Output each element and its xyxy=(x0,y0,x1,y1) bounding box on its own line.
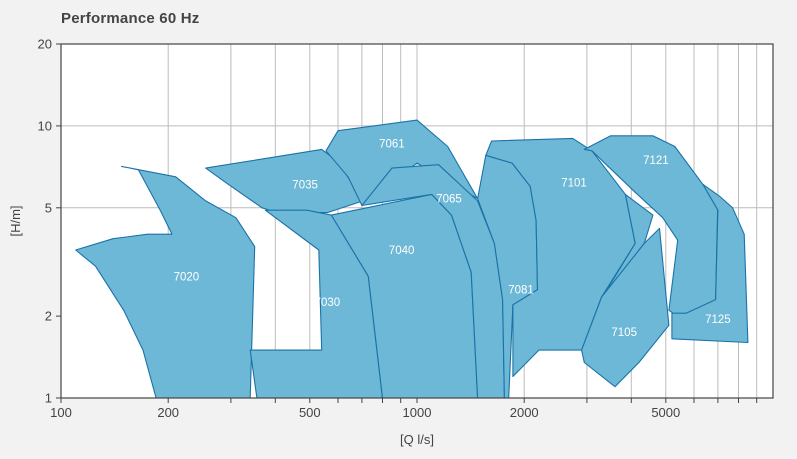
region-label-7125: 7125 xyxy=(705,314,731,326)
region-label-7081: 7081 xyxy=(508,285,534,297)
y-tick-label: 5 xyxy=(45,200,52,215)
chart-title: Performance 60 Hz xyxy=(61,10,200,27)
region-label-7065: 7065 xyxy=(436,194,462,206)
x-tick-label: 1000 xyxy=(403,405,432,420)
region-7125 xyxy=(671,183,749,344)
region-7035 xyxy=(205,148,364,214)
y-tick-label: 2 xyxy=(45,309,52,324)
y-tick-label: 1 xyxy=(45,391,52,406)
y-tick-label: 20 xyxy=(38,37,52,52)
region-label-7121: 7121 xyxy=(643,155,669,167)
x-axis-title: [Q l/s] xyxy=(400,432,434,447)
x-tick-label: 200 xyxy=(157,405,179,420)
x-tick-label: 2000 xyxy=(510,405,539,420)
x-tick-label: 500 xyxy=(299,405,321,420)
region-label-7020: 7020 xyxy=(174,271,200,283)
y-tick-label: 10 xyxy=(38,118,52,133)
region-label-7061: 7061 xyxy=(379,139,405,151)
region-label-7030: 7030 xyxy=(315,297,341,309)
region-label-7101: 7101 xyxy=(561,177,587,189)
region-label-7105: 7105 xyxy=(611,327,637,339)
region-7101 xyxy=(485,137,636,378)
x-tick-label: 5000 xyxy=(651,405,680,420)
region-7020 xyxy=(75,165,256,399)
region-7105 xyxy=(581,227,670,388)
x-tick-label: 100 xyxy=(50,405,72,420)
y-axis-title: [H/m] xyxy=(8,205,23,236)
region-label-7040: 7040 xyxy=(389,245,415,257)
region-label-7035: 7035 xyxy=(292,179,318,191)
